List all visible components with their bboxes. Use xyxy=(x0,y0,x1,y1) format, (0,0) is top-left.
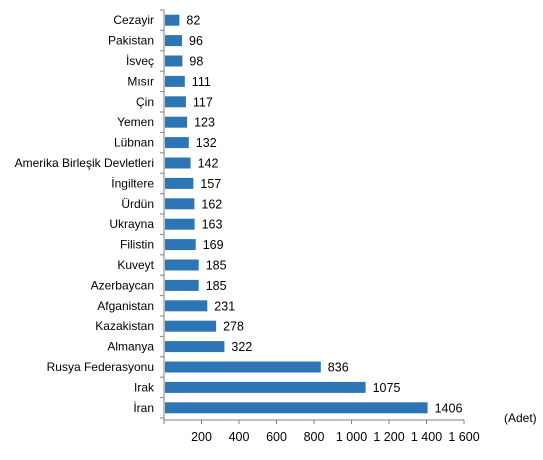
value-label: 142 xyxy=(198,157,219,171)
bar xyxy=(165,361,321,373)
x-tick-label: 1 200 xyxy=(373,430,404,444)
value-label: 157 xyxy=(200,177,221,191)
bar xyxy=(165,177,194,189)
category-label: Azerbaycan xyxy=(91,278,154,292)
bar xyxy=(165,35,182,47)
bar xyxy=(165,14,180,26)
category-label: Yemen xyxy=(117,115,154,129)
value-label: 231 xyxy=(214,299,235,313)
category-label: Çin xyxy=(136,95,154,109)
axes-group: 200 400 600 800 1 000 1 200 1 400 1 600 xyxy=(160,9,480,444)
value-label: 1406 xyxy=(435,401,463,415)
category-label: Filistin xyxy=(120,238,154,252)
category-label: Irak xyxy=(134,380,155,394)
value-label: 96 xyxy=(189,34,203,48)
x-tick-label: 1 000 xyxy=(336,430,367,444)
category-label: Amerika Birleşik Devletleri xyxy=(15,156,154,170)
category-label: Cezayir xyxy=(113,13,154,27)
category-label: İngiltere xyxy=(111,176,154,190)
value-label: 278 xyxy=(223,320,244,334)
unit-label: (Adet) xyxy=(504,411,537,425)
category-label: Afganistan xyxy=(97,299,154,313)
bar xyxy=(165,116,188,128)
bar xyxy=(165,320,217,332)
x-tick-label: 1 600 xyxy=(448,430,479,444)
category-label: Lübnan xyxy=(114,136,154,150)
bar xyxy=(165,300,208,312)
bar xyxy=(165,402,428,414)
bar xyxy=(165,259,199,271)
value-labels: 82 96 98 111 117 123 132 142 157 162 163 169 185 185 2… xyxy=(186,14,462,416)
bar xyxy=(165,381,366,393)
value-label: 123 xyxy=(194,116,215,130)
value-label: 117 xyxy=(193,95,213,109)
x-tick-label: 1 400 xyxy=(411,430,442,444)
bar xyxy=(165,341,225,353)
category-labels: Cezayir Pakistan İsveç Mısır Çin Yemen Lübnan A… xyxy=(15,13,155,415)
x-tick-label: 200 xyxy=(191,430,212,444)
bars-group xyxy=(165,14,428,414)
value-label: 132 xyxy=(196,136,217,150)
value-label: 82 xyxy=(186,14,200,28)
bar xyxy=(165,96,186,108)
bar xyxy=(165,157,191,169)
value-label: 162 xyxy=(201,197,222,211)
category-label: Almanya xyxy=(107,340,154,354)
category-label: Ürdün xyxy=(121,197,154,211)
bar xyxy=(165,137,189,149)
value-label: 836 xyxy=(328,361,349,375)
value-label: 185 xyxy=(206,259,227,273)
x-tick-label: 400 xyxy=(229,430,250,444)
category-label: Mısır xyxy=(127,74,154,88)
x-tick-label: 800 xyxy=(304,430,325,444)
bar xyxy=(165,198,195,210)
value-label: 98 xyxy=(189,55,203,69)
value-label: 322 xyxy=(231,340,252,354)
bar xyxy=(165,239,196,251)
category-label: Rusya Federasyonu xyxy=(47,360,154,374)
value-label: 169 xyxy=(203,238,224,252)
category-label: İsveç xyxy=(126,54,154,68)
category-label: Kuveyt xyxy=(117,258,154,272)
bar xyxy=(165,55,183,67)
category-label: Ukrayna xyxy=(109,217,154,231)
category-label: İran xyxy=(133,401,154,415)
value-label: 1075 xyxy=(373,381,401,395)
category-label: Pakistan xyxy=(108,34,154,48)
bar xyxy=(165,218,195,230)
value-label: 185 xyxy=(206,279,227,293)
category-label: Kazakistan xyxy=(95,319,154,333)
bar xyxy=(165,75,185,87)
bar xyxy=(165,279,199,291)
x-tick-label: 600 xyxy=(266,430,287,444)
value-label: 111 xyxy=(192,75,211,89)
value-label: 163 xyxy=(202,218,223,232)
